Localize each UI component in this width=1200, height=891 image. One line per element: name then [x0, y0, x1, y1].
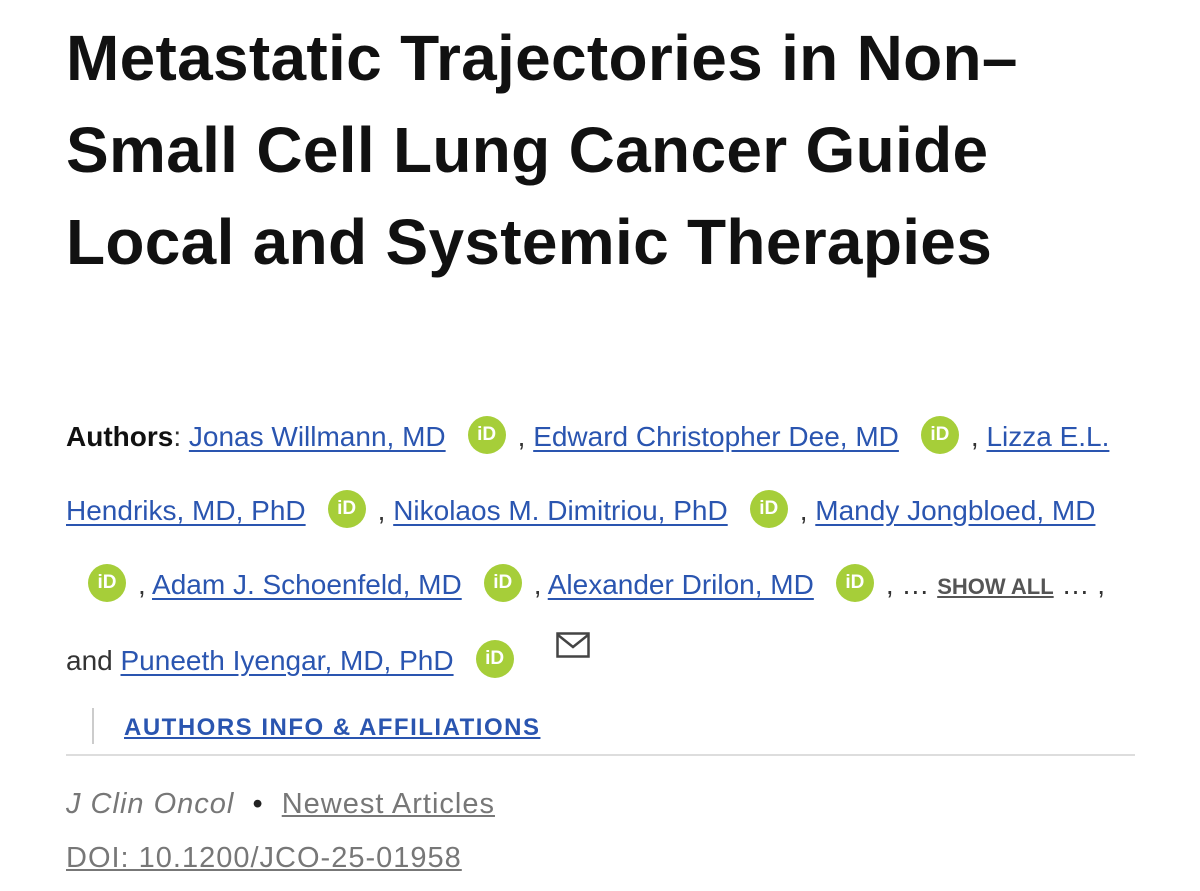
orcid-icon[interactable]: iD — [327, 490, 366, 528]
article-title: Metastatic Trajectories in Non–Small Cel… — [66, 22, 1018, 278]
ellipsis: … — [901, 569, 930, 600]
orcid-icon[interactable]: iD — [475, 640, 514, 678]
separator: , — [799, 495, 808, 526]
separator: , — [885, 569, 894, 600]
separator: , — [970, 421, 979, 452]
separator: , — [138, 569, 146, 600]
orcid-icon[interactable]: iD — [920, 416, 959, 454]
author-link[interactable]: Lizza E.L. Hendriks, MD, PhD — [66, 421, 1110, 526]
orcid-icon[interactable]: iD — [467, 416, 506, 454]
author-link[interactable]: Jonas Willmann, MD — [188, 421, 446, 452]
show-all[interactable]: SHOW ALL — [937, 574, 1054, 599]
author-list: Authors: Jonas Willmann, MD iD, Edward Ch… — [66, 400, 1146, 698]
orcid-icon[interactable]: iD — [483, 564, 522, 602]
section-link[interactable]: Newest Articles — [281, 788, 495, 820]
author-link[interactable]: Puneeth Iyengar, MD, PhD — [120, 645, 454, 676]
divider — [66, 754, 1135, 756]
colon: : — [173, 421, 182, 452]
bullet: • — [252, 788, 264, 820]
orcid-icon[interactable]: iD — [835, 564, 874, 602]
author-link[interactable]: Adam J. Schoenfeld, MD — [152, 569, 462, 600]
orcid-icon[interactable]: iD — [88, 564, 126, 602]
citation: J Clin Oncol • Newest Articles — [66, 784, 495, 824]
separator: , — [533, 569, 542, 600]
author-link[interactable]: Alexander Drilon, MD — [547, 569, 814, 600]
email-icon[interactable] — [555, 632, 590, 658]
orcid-icon[interactable]: iD — [749, 490, 788, 528]
author-link[interactable]: Edward Christopher Dee, MD — [533, 421, 899, 452]
author-link[interactable]: Nikolaos M. Dimitriou, PhD — [393, 495, 728, 526]
doi-link[interactable]: DOI: 10.1200/JCO-25-01958 — [66, 842, 462, 874]
and: and — [66, 645, 113, 676]
authors-info-link[interactable]: AUTHORS INFO & AFFILIATIONS — [92, 708, 540, 744]
journal: J Clin Oncol — [66, 788, 235, 820]
ellipsis: … — [1061, 569, 1090, 600]
authors-label: Authors — [66, 421, 174, 452]
author-link[interactable]: Mandy Jongbloed, MD — [815, 495, 1096, 526]
separator: , — [377, 495, 386, 526]
separator: , — [517, 421, 526, 452]
separator: , — [1097, 569, 1106, 600]
